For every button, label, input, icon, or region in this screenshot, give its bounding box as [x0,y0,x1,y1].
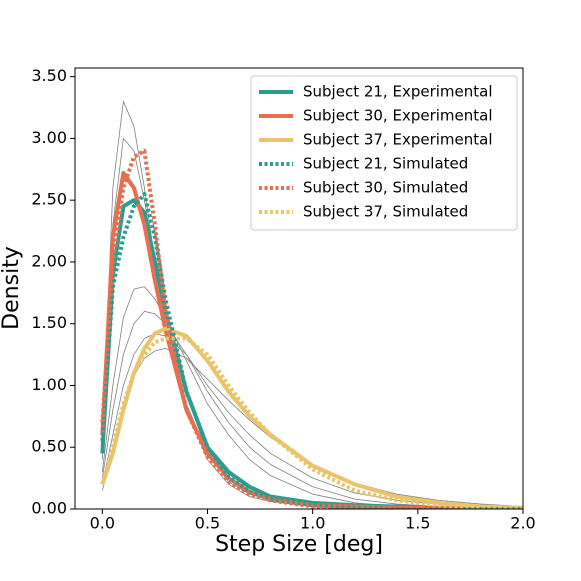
x-tick-label: 2.0 [510,514,535,533]
y-tick-label: 3.00 [31,128,67,147]
legend-label: Subject 21, Experimental [303,83,493,101]
legend-label: Subject 37, Simulated [303,203,468,221]
series-line [100,148,523,509]
y-tick-label: 0.00 [31,499,67,518]
legend-label: Subject 21, Simulated [303,155,468,173]
y-tick-label: 1.50 [31,313,67,332]
y-tick-label: 3.50 [31,66,67,85]
y-tick-label: 0.50 [31,437,67,456]
legend-label: Subject 30, Experimental [303,107,493,125]
x-tick-label: 1.0 [300,514,325,533]
background-line [101,348,523,507]
background-line [101,310,523,509]
series-line [100,326,523,509]
plot-frame [74,67,524,510]
x-tick-label: 0.0 [90,514,115,533]
series-line [100,198,523,509]
series-line [100,336,523,509]
legend-label: Subject 37, Experimental [303,131,493,149]
y-tick-label: 2.50 [31,190,67,209]
legend-label: Subject 30, Simulated [303,179,468,197]
x-axis-label: Step Size [deg] [215,532,383,557]
legend-box [250,75,518,231]
y-axis-label: Density [0,246,24,330]
x-tick-label: 0.5 [195,514,220,533]
plot-area [100,100,523,509]
series-line [100,192,523,509]
x-tick-label: 1.5 [405,514,430,533]
y-tick-label: 1.00 [31,375,67,394]
background-line [101,333,523,509]
y-tick-label: 2.00 [31,251,67,270]
